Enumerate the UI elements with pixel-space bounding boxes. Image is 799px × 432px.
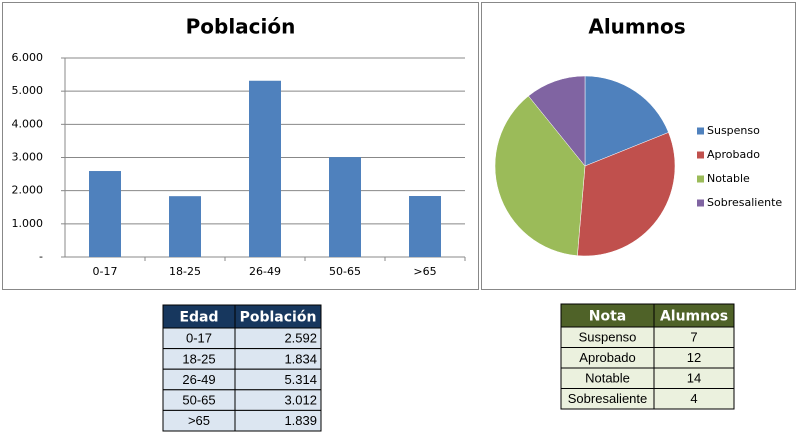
table-cell-text: 4 xyxy=(690,391,697,406)
bar xyxy=(409,196,441,257)
legend-swatch xyxy=(697,151,704,159)
table-cell-text: 1.839 xyxy=(284,413,317,428)
legend-label: Suspenso xyxy=(707,124,760,137)
table-header-text: Alumnos xyxy=(660,309,728,325)
pie-slice xyxy=(494,95,586,256)
y-tick-label: 3.000 xyxy=(12,151,44,164)
table-cell-text: >65 xyxy=(188,413,210,428)
bar-chart-frame xyxy=(2,2,479,290)
table-cell-text: 3.012 xyxy=(284,393,317,408)
legend-label: Sobresaliente xyxy=(707,196,782,209)
legend-swatch xyxy=(697,199,704,207)
x-tick-label: 50-65 xyxy=(329,265,361,278)
y-tick-label: 1.000 xyxy=(12,217,44,230)
table-cell-text: 14 xyxy=(687,371,701,386)
pie-slice xyxy=(577,132,676,257)
chart-title: Población xyxy=(186,15,296,39)
legend-swatch xyxy=(697,127,704,135)
table-cell-text: Aprobado xyxy=(579,350,635,365)
bar xyxy=(89,171,121,257)
pie-slice xyxy=(584,75,669,167)
legend-swatch xyxy=(697,175,704,183)
legend-label: Aprobado xyxy=(707,148,760,161)
table-cell-text: Sobresaliente xyxy=(568,391,648,406)
table-cell-text: 26-49 xyxy=(182,372,215,387)
table-cell xyxy=(234,409,322,432)
table-cell-text: 0-17 xyxy=(186,331,212,346)
table-cell-text: 5.314 xyxy=(284,372,317,387)
y-tick-label: 5.000 xyxy=(12,84,44,97)
bar xyxy=(169,196,201,257)
table-cell-text: Notable xyxy=(585,371,630,386)
table-cell-text: 1.834 xyxy=(284,351,317,366)
table-header-text: Población xyxy=(240,310,317,326)
table-cell-text: 12 xyxy=(687,350,701,365)
y-tick-label: 6.000 xyxy=(12,51,44,64)
table-header-text: Nota xyxy=(589,309,626,325)
table-header-text: Edad xyxy=(179,310,218,326)
chart-title: Alumnos xyxy=(588,15,685,39)
y-tick-label: 4.000 xyxy=(12,117,44,130)
table-cell-text: Suspenso xyxy=(579,330,637,345)
x-tick-label: 18-25 xyxy=(169,265,201,278)
table-cell-text: 2.592 xyxy=(284,331,317,346)
pie-slice xyxy=(528,75,586,167)
y-tick-label: - xyxy=(39,250,43,263)
bar xyxy=(249,80,281,257)
y-tick-label: 2.000 xyxy=(12,184,44,197)
x-tick-label: >65 xyxy=(413,265,436,278)
table-cell-text: 50-65 xyxy=(182,393,215,408)
bar xyxy=(329,157,361,257)
table-cell-text: 7 xyxy=(690,330,697,345)
x-tick-label: 0-17 xyxy=(93,265,118,278)
x-tick-label: 26-49 xyxy=(249,265,281,278)
table-cell xyxy=(653,388,735,410)
table-cell-text: 18-25 xyxy=(182,351,215,366)
legend-label: Notable xyxy=(707,172,750,185)
